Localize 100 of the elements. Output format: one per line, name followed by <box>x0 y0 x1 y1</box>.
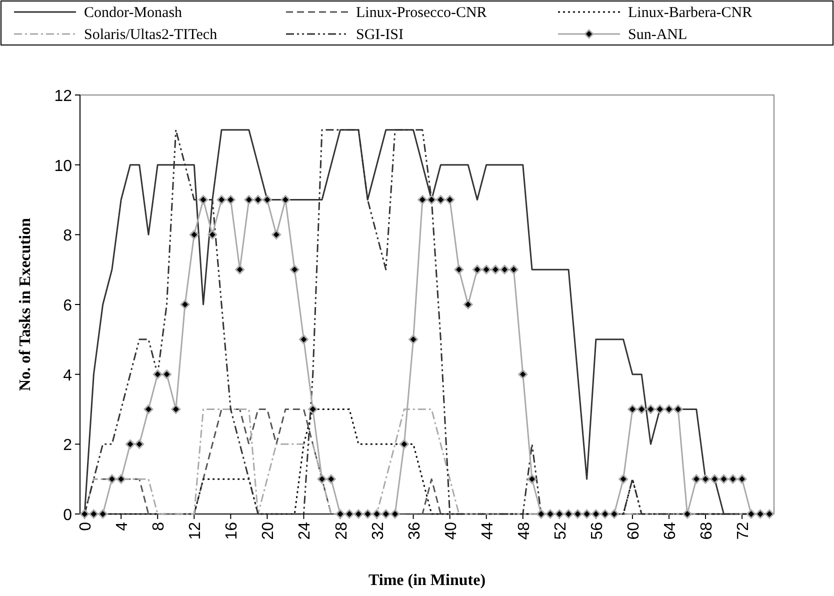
point <box>362 509 372 519</box>
point <box>344 509 354 519</box>
point <box>609 509 619 519</box>
point <box>280 195 290 204</box>
point <box>746 509 756 519</box>
point <box>272 230 282 240</box>
legend-label: SGI-ISI <box>356 27 404 43</box>
x-tick-label: 44 <box>479 522 496 540</box>
x-tick-label: 72 <box>735 522 752 540</box>
point <box>134 439 144 449</box>
point <box>208 230 218 240</box>
x-tick-label: 4 <box>114 522 132 531</box>
point <box>509 264 518 274</box>
point <box>198 195 208 204</box>
x-tick-label: 24 <box>296 522 314 540</box>
x-tick-label: 68 <box>698 522 716 540</box>
point <box>737 474 747 484</box>
legend-label: Solaris/Ultas2-TITech <box>84 27 218 43</box>
point <box>482 264 492 274</box>
point <box>564 509 574 519</box>
x-tick-label: 12 <box>187 522 204 540</box>
point <box>235 264 245 274</box>
y-tick-label: 8 <box>63 228 72 245</box>
point <box>88 509 98 519</box>
x-tick-label: 28 <box>333 522 350 540</box>
point <box>116 474 126 484</box>
legend-label: Condor-Monash <box>84 5 183 21</box>
point <box>719 474 729 484</box>
point <box>518 370 528 380</box>
point <box>600 509 610 519</box>
x-tick-label: 64 <box>662 522 679 540</box>
x-tick-label: 36 <box>406 522 424 540</box>
y-tick-label: 2 <box>63 437 72 454</box>
x-tick-label: 8 <box>150 522 168 531</box>
point <box>454 264 464 274</box>
point <box>381 509 391 519</box>
point <box>546 509 556 519</box>
point <box>390 509 400 519</box>
point <box>298 334 308 344</box>
point <box>372 509 382 519</box>
x-tick-label: 20 <box>260 522 278 540</box>
y-tick-label: 4 <box>63 367 72 384</box>
y-tick-label: 10 <box>54 158 72 175</box>
point <box>171 404 181 414</box>
y-tick-label: 12 <box>54 88 72 105</box>
x-axis-title: Time (in Minute) <box>368 572 486 589</box>
point <box>500 264 510 274</box>
point <box>673 404 683 414</box>
x-tick-label: 40 <box>442 522 460 540</box>
point <box>253 195 263 204</box>
x-tick-label: 52 <box>552 522 570 540</box>
point <box>308 404 318 414</box>
point <box>162 370 172 380</box>
point <box>646 404 656 414</box>
legend-label: Sun-ANL <box>628 27 688 43</box>
point <box>445 195 455 204</box>
legend-label: Linux-Prosecco-CNR <box>356 5 487 21</box>
legend-label: Linux-Barbera-CNR <box>628 5 752 21</box>
point <box>144 404 154 414</box>
point <box>628 404 638 414</box>
point <box>692 474 702 484</box>
point <box>591 509 601 519</box>
point <box>700 474 710 484</box>
x-tick-label: 0 <box>78 522 95 531</box>
point <box>226 195 236 204</box>
point <box>636 404 646 414</box>
point <box>756 509 766 519</box>
x-tick-label: 48 <box>516 522 533 540</box>
point <box>317 474 327 484</box>
point <box>536 509 546 519</box>
point <box>216 195 226 204</box>
y-tick-label: 6 <box>63 298 72 314</box>
x-tick-label: 32 <box>370 522 387 540</box>
point <box>582 509 592 519</box>
point <box>426 195 436 204</box>
x-tick-label: 60 <box>625 522 642 540</box>
point <box>80 509 90 519</box>
point <box>399 439 409 449</box>
point <box>527 474 537 484</box>
point <box>98 509 108 519</box>
x-tick-label: 16 <box>224 522 241 540</box>
point <box>125 439 135 449</box>
point <box>764 509 774 519</box>
point <box>180 300 190 310</box>
point <box>244 195 254 204</box>
point <box>262 195 272 204</box>
point <box>152 370 162 380</box>
point <box>618 474 628 484</box>
point <box>336 509 345 519</box>
point <box>408 334 418 344</box>
point <box>655 404 665 414</box>
x-tick-label: 56 <box>588 522 606 540</box>
point <box>463 300 473 310</box>
point <box>490 264 500 274</box>
point <box>107 474 117 484</box>
point <box>290 264 300 274</box>
y-axis-title: No. of Tasks in Execution <box>17 218 34 391</box>
point <box>354 509 364 519</box>
point <box>418 195 428 204</box>
point <box>554 509 564 519</box>
